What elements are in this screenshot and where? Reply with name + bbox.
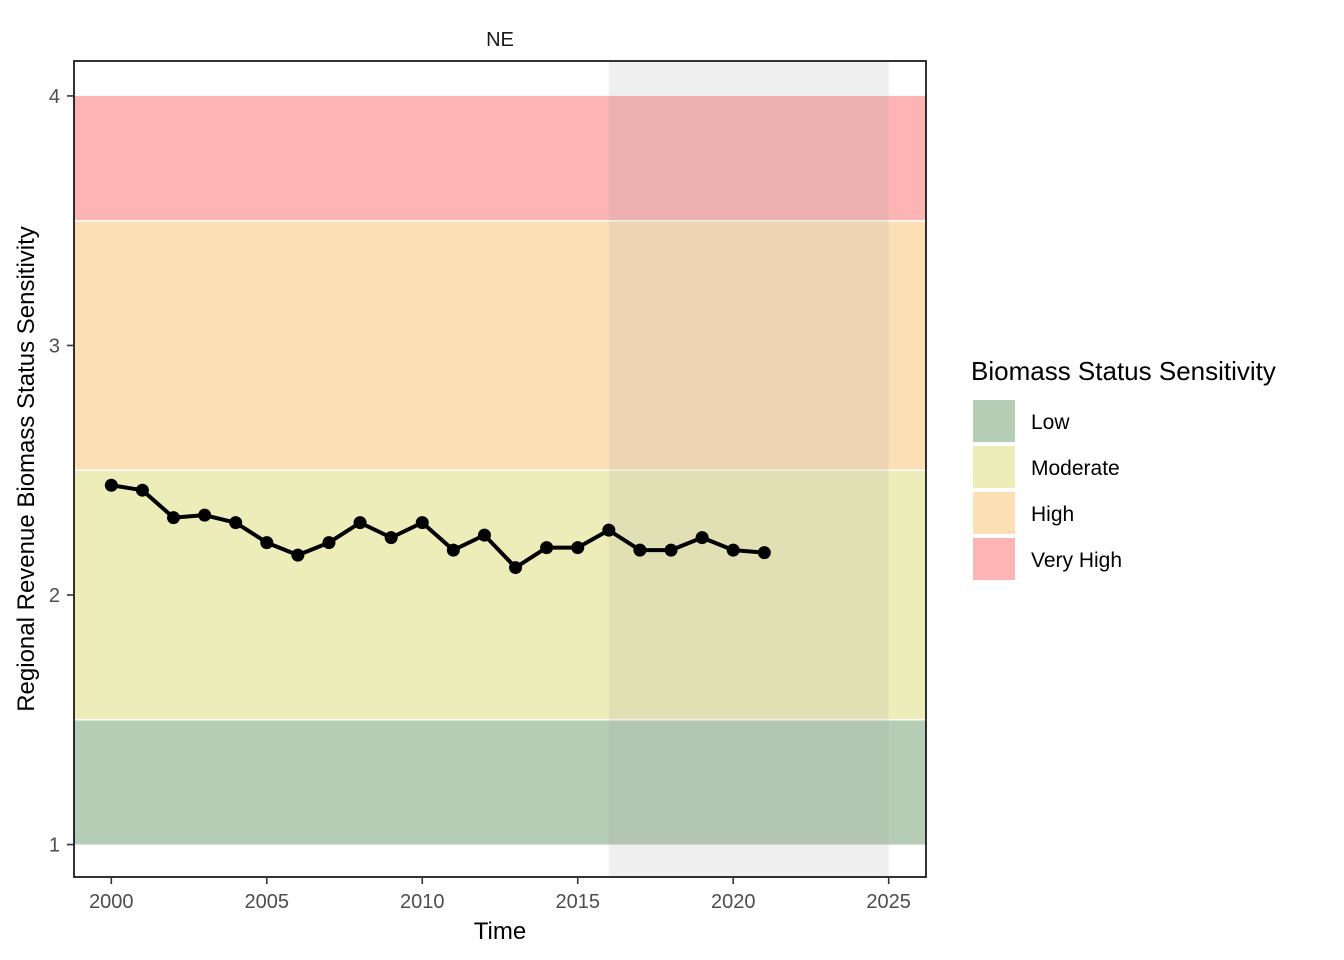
- data-point-2008: [353, 516, 367, 530]
- y-axis: 1 2 3 4: [49, 86, 74, 857]
- x-axis: 2000 2005 2010 2015 2020 2025: [89, 877, 911, 913]
- legend-title: Biomass Status Sensitivity: [971, 356, 1276, 386]
- data-point-2013: [509, 561, 523, 575]
- data-point-2001: [135, 483, 149, 497]
- x-tick-label-2010: 2010: [400, 891, 445, 913]
- data-point-2018: [664, 543, 678, 557]
- legend-key-high: [973, 492, 1015, 534]
- legend-label-high: High: [1031, 503, 1074, 526]
- series-layer: [104, 478, 771, 575]
- band-high: [74, 220, 926, 471]
- x-tick-label-2020: 2020: [711, 891, 756, 913]
- data-point-2014: [540, 541, 554, 555]
- band-moderate: [74, 470, 926, 720]
- series-line: [110, 483, 765, 570]
- plot-panel: [73, 60, 927, 878]
- data-point-2004: [229, 516, 243, 530]
- data-point-2005: [260, 536, 274, 550]
- panel-border: [73, 60, 927, 878]
- data-point-2010: [415, 516, 429, 530]
- y-tick-label-4: 4: [49, 86, 60, 108]
- band-very-high: [74, 95, 926, 221]
- facet-label: NE: [486, 29, 514, 51]
- data-point-2009: [384, 531, 398, 545]
- data-point-2000: [104, 478, 118, 492]
- legend-key-very-high: [973, 538, 1015, 580]
- y-tick-label-1: 1: [49, 835, 60, 857]
- x-tick-label-2025: 2025: [866, 891, 911, 913]
- data-point-2019: [695, 531, 709, 545]
- data-point-2006: [291, 548, 305, 562]
- y-axis-title: Regional Revenue Biomass Status Sensitiv…: [13, 226, 40, 712]
- projection-shade-rect: [608, 61, 889, 877]
- x-tick-label-2015: 2015: [555, 891, 600, 913]
- legend-label-moderate: Moderate: [1031, 457, 1120, 480]
- data-point-2015: [571, 541, 585, 555]
- legend-items: Low Moderate High Very High: [973, 400, 1122, 580]
- data-point-2012: [477, 528, 491, 542]
- data-point-2002: [167, 511, 181, 525]
- data-point-2007: [322, 536, 336, 550]
- legend-key-moderate: [973, 446, 1015, 488]
- data-point-2021: [757, 546, 771, 560]
- band-low: [74, 719, 926, 845]
- sensitivity-bands: [74, 95, 926, 845]
- y-tick-label-3: 3: [49, 335, 60, 357]
- data-point-2017: [633, 543, 647, 557]
- legend-key-low: [973, 400, 1015, 442]
- projection-shade: [608, 61, 889, 877]
- legend-label-very-high: Very High: [1031, 549, 1122, 572]
- data-point-2011: [446, 543, 460, 557]
- x-axis-title: Time: [474, 918, 526, 945]
- legend-label-low: Low: [1031, 411, 1070, 434]
- y-tick-label-2: 2: [49, 585, 60, 607]
- data-point-2020: [726, 543, 740, 557]
- x-tick-label-2005: 2005: [245, 891, 290, 913]
- data-point-2003: [198, 508, 212, 522]
- data-point-2016: [602, 523, 616, 537]
- x-tick-label-2000: 2000: [89, 891, 134, 913]
- legend: Biomass Status Sensitivity Low Moderate Hi…: [971, 356, 1276, 580]
